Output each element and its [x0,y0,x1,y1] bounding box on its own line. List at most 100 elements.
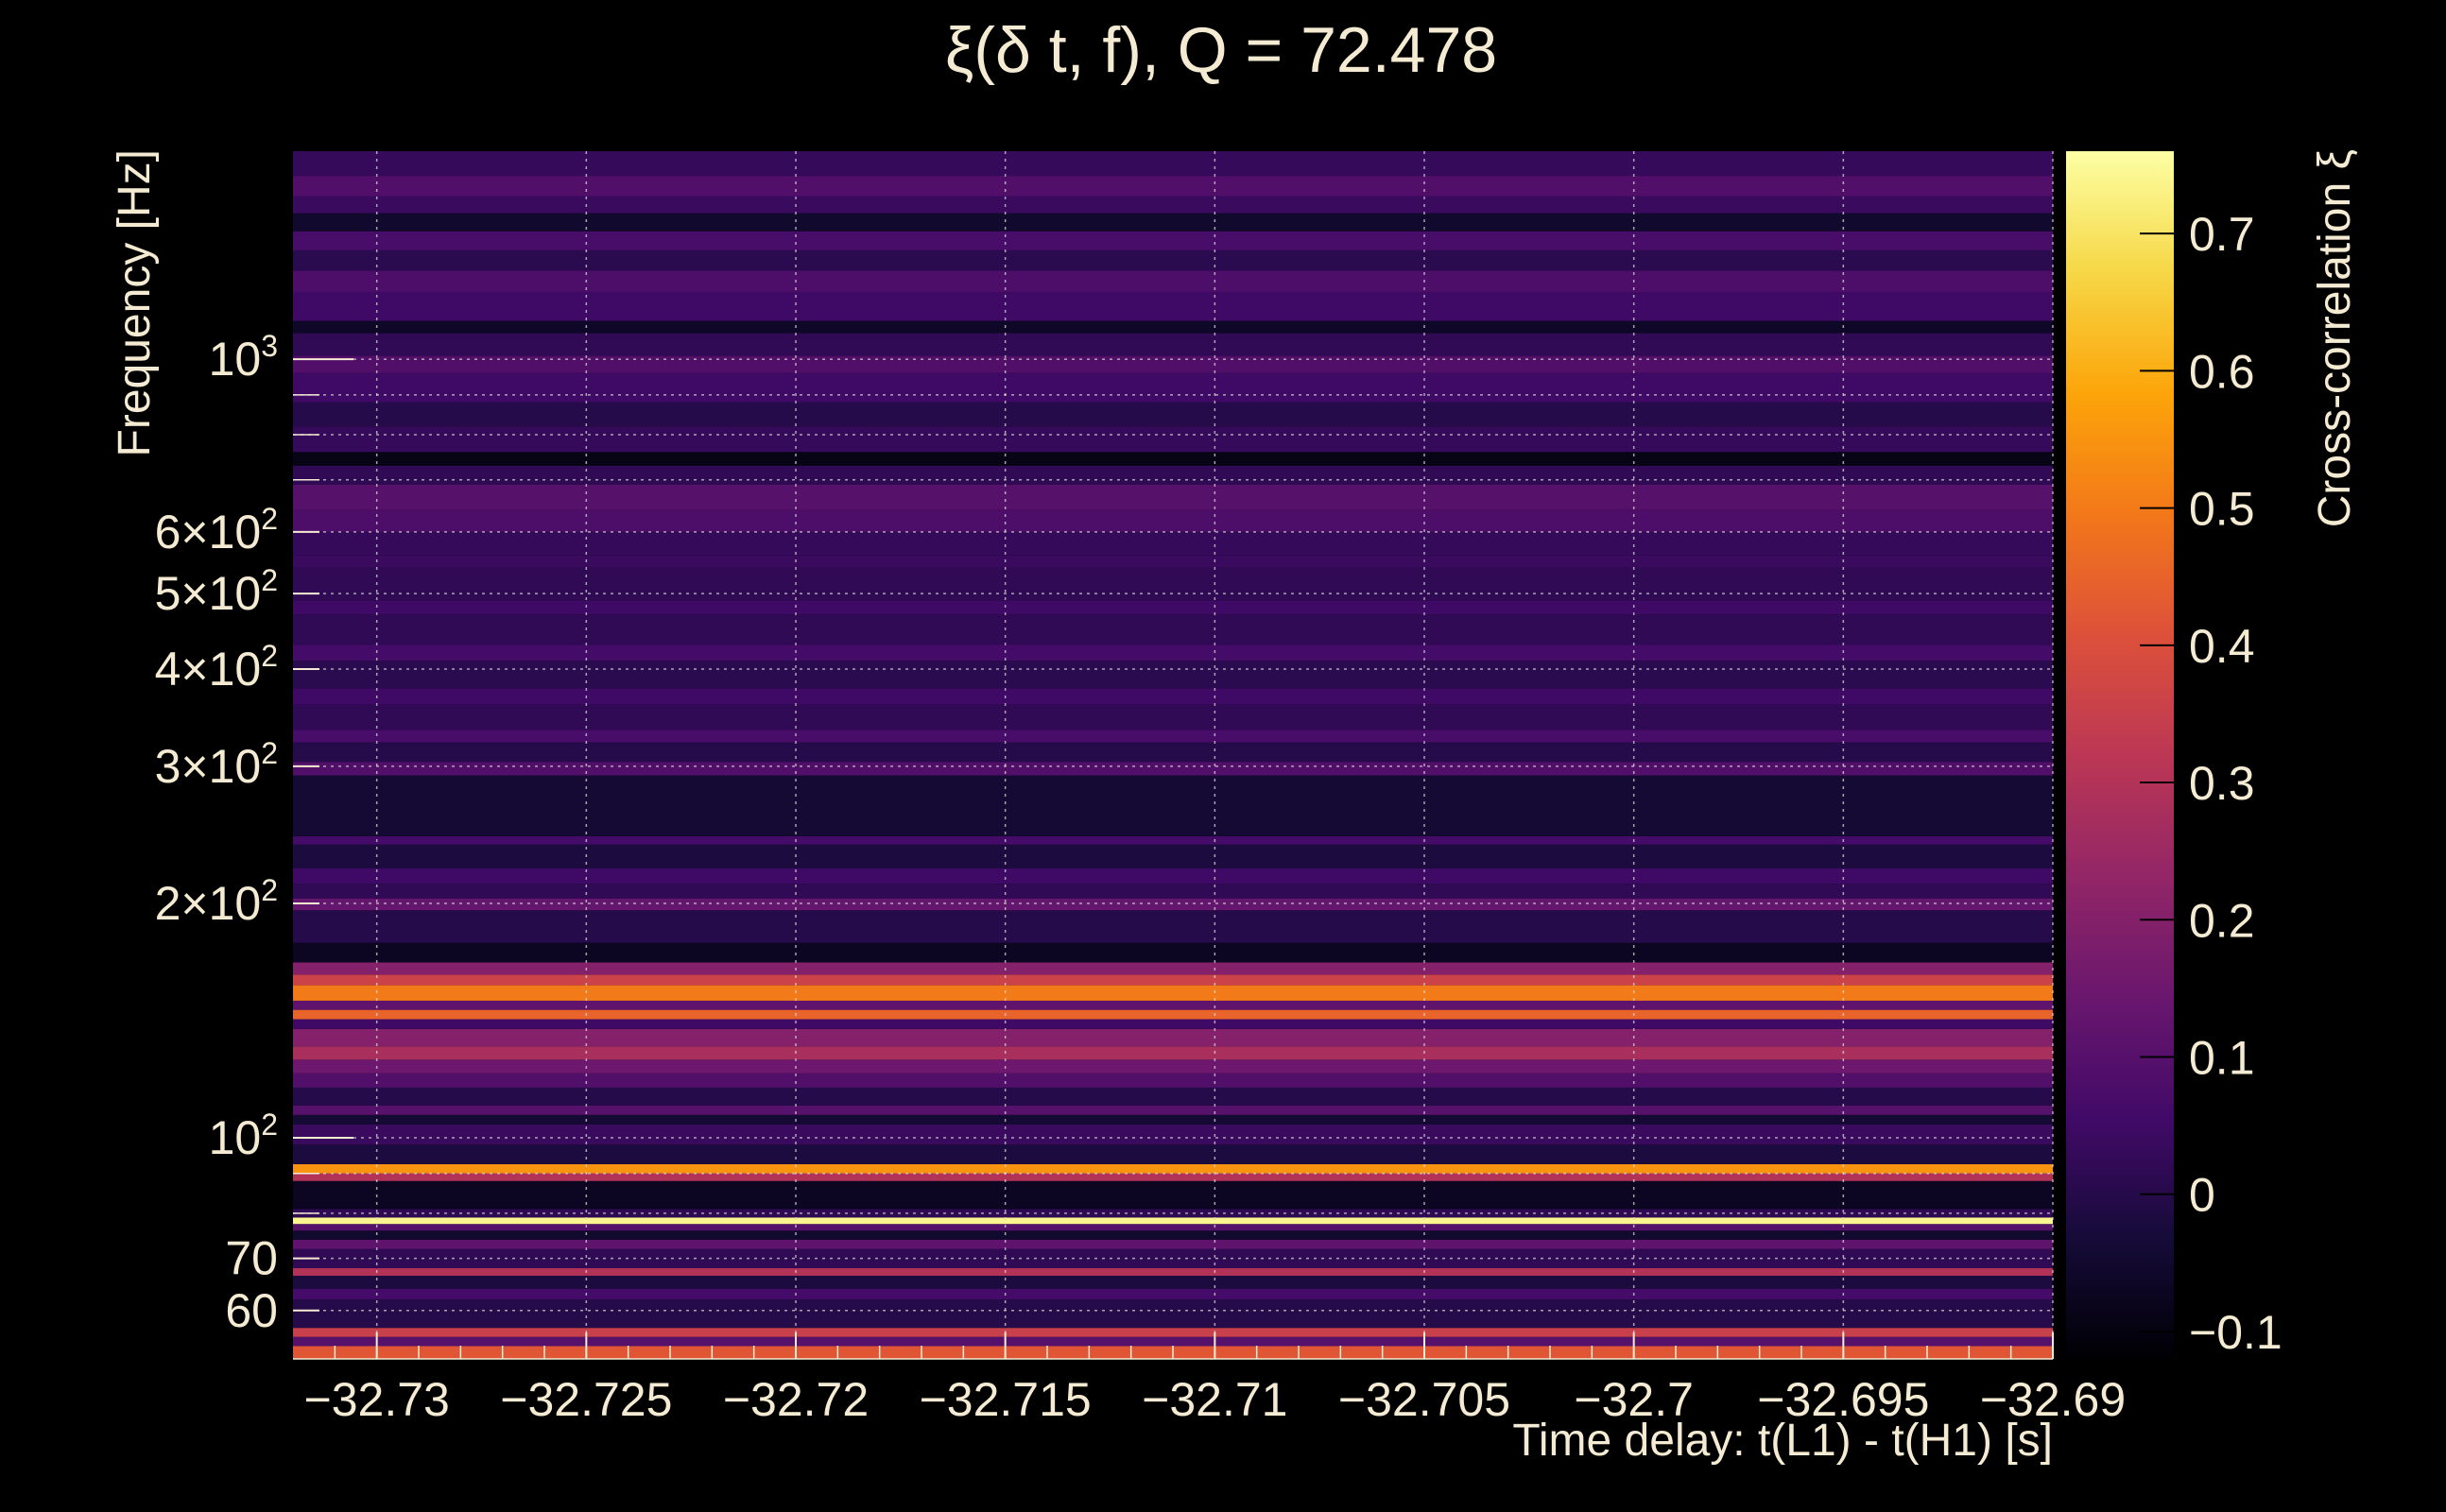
heatmap-band [293,1124,2053,1145]
colorbar-tick-label: 0.2 [2189,894,2255,947]
heatmap-band [293,614,2053,645]
colorbar-tick-label: 0.7 [2189,208,2255,261]
heatmap-band [293,1328,2053,1337]
y-tick-label: 6×102 [155,502,278,558]
x-tick-label: −32.72 [723,1373,869,1426]
heatmap-band [293,231,2053,250]
heatmap-band [293,661,2053,689]
heatmap-band [293,730,2053,743]
heatmap-band [293,402,2053,427]
x-tick-label: −32.725 [500,1373,672,1426]
heatmap-band [293,844,2053,868]
x-tick-label: −32.715 [920,1373,1092,1426]
heatmap-band [293,1114,2053,1125]
y-tick-label: 60 [225,1284,278,1337]
heatmap-band [293,704,2053,730]
x-tick-label: −32.73 [304,1373,450,1426]
heatmap-band [293,742,2053,763]
heatmap-band [293,1073,2053,1088]
heatmap-band [293,355,2053,373]
heatmap-band [293,884,2053,899]
heatmap-band [293,426,2053,453]
y-tick-label: 2×102 [155,873,278,930]
heatmap-band [293,151,2053,177]
heatmap-band [293,1299,2053,1329]
colorbar-tick-label: −0.1 [2189,1306,2282,1359]
heatmap-band [293,1009,2053,1020]
heatmap-band [293,1046,2053,1060]
y-tick-label: 3×102 [155,736,278,793]
colorbar-tick-label: 0 [2189,1169,2215,1222]
heatmap-band [293,270,2053,292]
heatmap-band [293,1288,2053,1300]
heatmap-band [293,1028,2053,1047]
x-tick-label: −32.69 [1980,1373,2126,1426]
heatmap-band [293,1019,2053,1029]
heatmap-band [293,1000,2053,1010]
heatmap-band [293,775,2053,836]
colorbar-tick-label: 0.4 [2189,620,2255,673]
colorbar-tick-label: 0.6 [2189,345,2255,398]
x-tick-label: −32.7 [1574,1373,1694,1426]
heatmap-band [293,974,2053,986]
heatmap-band [293,942,2053,963]
heatmap-band [293,1275,2053,1289]
heatmap-band [293,249,2053,271]
heatmap-band [293,1239,2053,1249]
heatmap-band [293,1217,2053,1225]
heatmap-band [293,1180,2053,1210]
heatmap-band [293,1059,2053,1074]
heatmap-band [293,567,2053,601]
heatmap-band [293,600,2053,615]
heatmap-band [293,1224,2053,1231]
heatmap-band [293,452,2053,466]
y-tick-label: 4×102 [155,639,278,696]
y-tick-label: 102 [209,1108,278,1164]
heatmap-band [293,762,2053,776]
heatmap-band [293,1087,2053,1106]
colorbar: −0.1 0 0.1 0.2 0.3 0.4 0.5 0.6 0.7 [2066,151,2282,1359]
heatmap-band [293,1144,2053,1164]
heatmap-band [293,898,2053,911]
heatmap-band [293,484,2053,510]
colorbar-label: Cross-correlation ξ [2310,149,2360,527]
heatmap-band [293,196,2053,214]
heatmap-band [293,962,2053,975]
heatmap-band [293,333,2053,356]
y-tick-label: 5×102 [155,563,278,620]
x-axis: −32.73 −32.725 −32.72 −32.715 −32.71 −32.705 −… [293,1332,2126,1426]
heatmap-band [293,465,2053,485]
colorbar-tick-label: 0.1 [2189,1032,2255,1085]
colorbar-gradient [2066,151,2174,1359]
heatmap-band [293,985,2053,1001]
heatmap-band [293,1268,2053,1276]
heatmap-band [293,910,2053,943]
x-tick-label: −32.695 [1757,1373,1929,1426]
heatmap-band [293,213,2053,232]
heatmap-band [293,868,2053,885]
heatmap-band [293,531,2053,556]
y-tick-label: 103 [209,329,278,386]
heatmap-band [293,509,2053,532]
x-tick-label: −32.71 [1142,1373,1287,1426]
plot-area [293,151,2053,1359]
heatmap-band [293,1230,2053,1240]
heatmap-band [293,176,2053,197]
x-axis-label: Time delay: t(L1) - t(H1) [s] [1512,1416,2053,1466]
x-tick-label: −32.705 [1338,1373,1510,1426]
chart-title: ξ(δ t, f), Q = 72.478 [945,14,1497,86]
heatmap-band [293,1336,2053,1347]
colorbar-ticks: −0.1 0 0.1 0.2 0.3 0.4 0.5 0.6 0.7 [2140,208,2282,1359]
heatmap-band [293,688,2053,705]
y-tick-label: 70 [225,1232,278,1285]
heatmap-band [293,555,2053,568]
heatmap-band [293,1163,2053,1174]
heatmap-band [293,372,2053,403]
heatmap-band [293,320,2053,334]
heatmap-band [293,644,2053,662]
heatmap-band [293,291,2053,321]
y-axis-label: Frequency [Hz] [110,149,160,456]
heatmap-band [293,1105,2053,1115]
